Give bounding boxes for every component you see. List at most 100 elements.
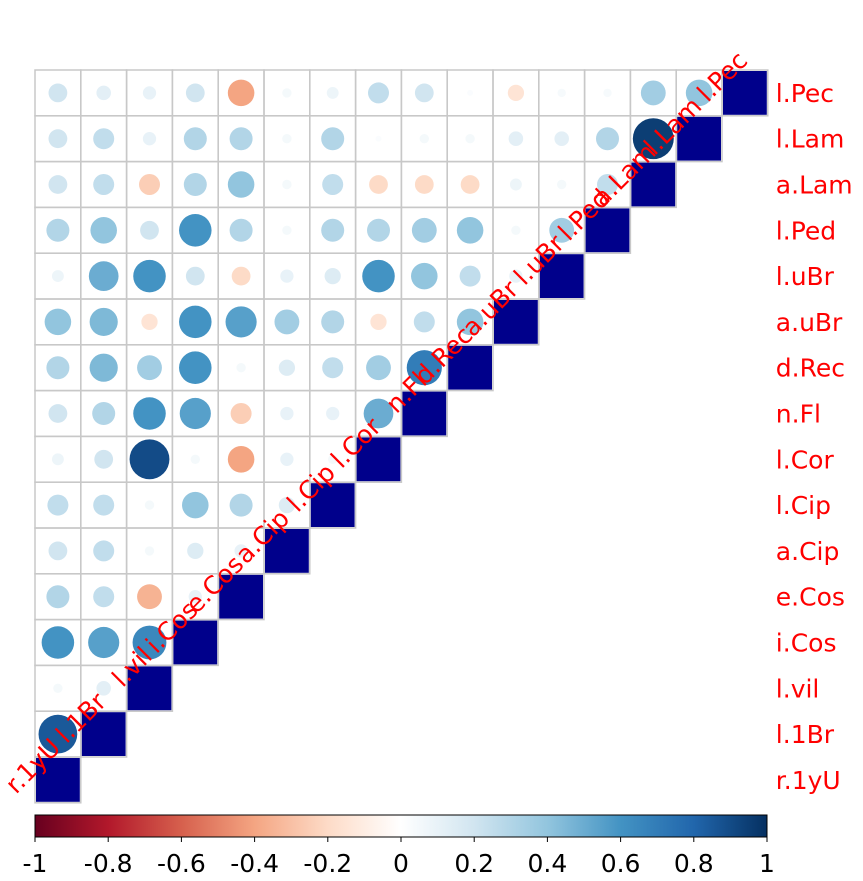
correlation-circle: [280, 406, 294, 421]
correlation-circle: [48, 541, 68, 561]
correlation-circle: [144, 500, 155, 510]
correlation-circle: [557, 88, 566, 98]
correlation-circle: [225, 306, 257, 338]
correlation-circle: [132, 625, 167, 660]
correlation-circle: [282, 225, 292, 235]
colorbar-tick-label: 0.4: [528, 849, 568, 878]
correlation-circle: [179, 351, 212, 384]
diagonal-mark: [448, 345, 492, 390]
diagonal-mark: [677, 116, 721, 161]
correlation-circle: [363, 398, 394, 429]
correlation-circle: [92, 401, 116, 426]
correlation-circle: [188, 590, 202, 604]
correlation-circle: [321, 127, 345, 151]
correlation-circle: [366, 355, 391, 381]
correlation-circle: [465, 134, 475, 144]
colorbar-tick-label: 0.8: [674, 849, 714, 878]
correlation-circle: [419, 134, 429, 144]
correlation-circle: [88, 626, 120, 659]
correlation-circle: [229, 218, 253, 242]
correlation-circle: [129, 439, 170, 480]
row-label: l.1Br: [776, 720, 835, 749]
correlation-circle: [142, 86, 157, 100]
correlation-circle: [96, 85, 111, 101]
correlation-circle: [321, 310, 345, 334]
correlation-circle: [51, 453, 64, 466]
correlation-circle: [282, 134, 292, 144]
diagonal-mark: [631, 162, 676, 207]
diagonal-mark: [494, 300, 538, 344]
colorbar-tick-label: -1: [23, 849, 48, 878]
diagonal-mark: [173, 620, 218, 665]
correlation-circle: [413, 311, 435, 333]
row-label: l.Cor: [776, 445, 835, 474]
correlation-circle: [53, 683, 63, 693]
row-label: l.Lam: [776, 125, 845, 154]
diagonal-mark: [81, 712, 126, 756]
correlation-circle: [227, 171, 255, 198]
correlation-circle: [236, 363, 246, 373]
correlation-circle: [182, 491, 209, 519]
correlation-circle: [282, 179, 292, 190]
correlation-circle: [406, 350, 442, 386]
correlation-circle: [46, 356, 70, 380]
correlation-circle: [187, 542, 204, 560]
colorbar-tick-label: 0.6: [601, 849, 641, 878]
correlation-circle: [324, 267, 341, 285]
diagonal-mark: [219, 574, 263, 619]
correlation-circle: [93, 540, 115, 562]
correlation-circle: [274, 309, 300, 335]
correlation-circle: [44, 308, 72, 336]
correlation-circle: [467, 89, 474, 96]
correlation-circle: [280, 452, 294, 466]
row-label: a.Lam: [776, 171, 853, 200]
correlation-circle: [282, 88, 292, 98]
correlation-circle: [231, 266, 251, 286]
correlation-circle: [328, 454, 338, 464]
correlation-circle: [48, 404, 68, 423]
correlation-circle: [140, 220, 159, 240]
correlation-circle: [93, 128, 115, 150]
correlation-circle: [362, 259, 395, 293]
colorbar-gradient: [34, 814, 768, 838]
correlation-circle: [411, 217, 437, 243]
correlation-circle: [460, 175, 480, 194]
correlation-circle: [141, 313, 158, 331]
correlation-circle: [41, 626, 75, 659]
correlation-circle: [89, 307, 118, 336]
correlation-circle: [227, 79, 255, 107]
correlation-circle: [685, 79, 713, 107]
correlation-circle: [96, 681, 111, 696]
colorbar-tick-label: 1: [759, 849, 775, 878]
correlation-circle: [183, 127, 207, 151]
correlation-circle: [139, 174, 160, 195]
correlation-circle: [179, 214, 212, 247]
correlation-circle: [133, 259, 166, 293]
correlation-circle: [369, 175, 388, 194]
diagonal-mark: [402, 391, 447, 436]
row-label: d.Rec: [776, 354, 845, 383]
correlation-circle: [366, 218, 391, 242]
row-labels: l.Pec l.Lam a.Lam l.Ped l.uBr a.uBr d.Rec n.Fl l…: [776, 79, 853, 795]
correlation-circle: [322, 357, 344, 379]
colorbar-tick-label: 0: [393, 849, 409, 878]
correlation-circle: [411, 262, 438, 290]
correlation-circle: [557, 179, 567, 190]
colorbar-tick-label: -0.8: [84, 849, 133, 878]
correlation-circle: [38, 714, 78, 754]
correlation-circle: [185, 83, 205, 103]
correlation-circle: [229, 127, 253, 151]
correlation-circle: [414, 83, 434, 103]
correlation-circle: [280, 269, 294, 283]
correlation-circle: [179, 305, 212, 339]
correlation-circle: [278, 359, 296, 376]
row-label: l.uBr: [776, 262, 835, 291]
correlation-circle: [48, 129, 68, 149]
row-label: a.uBr: [776, 308, 843, 337]
correlation-circle: [640, 80, 666, 106]
row-label: e.Cos: [776, 583, 845, 612]
correlation-circle: [93, 174, 115, 195]
diagonal-mark: [585, 208, 630, 253]
correlation-circle: [230, 403, 252, 424]
